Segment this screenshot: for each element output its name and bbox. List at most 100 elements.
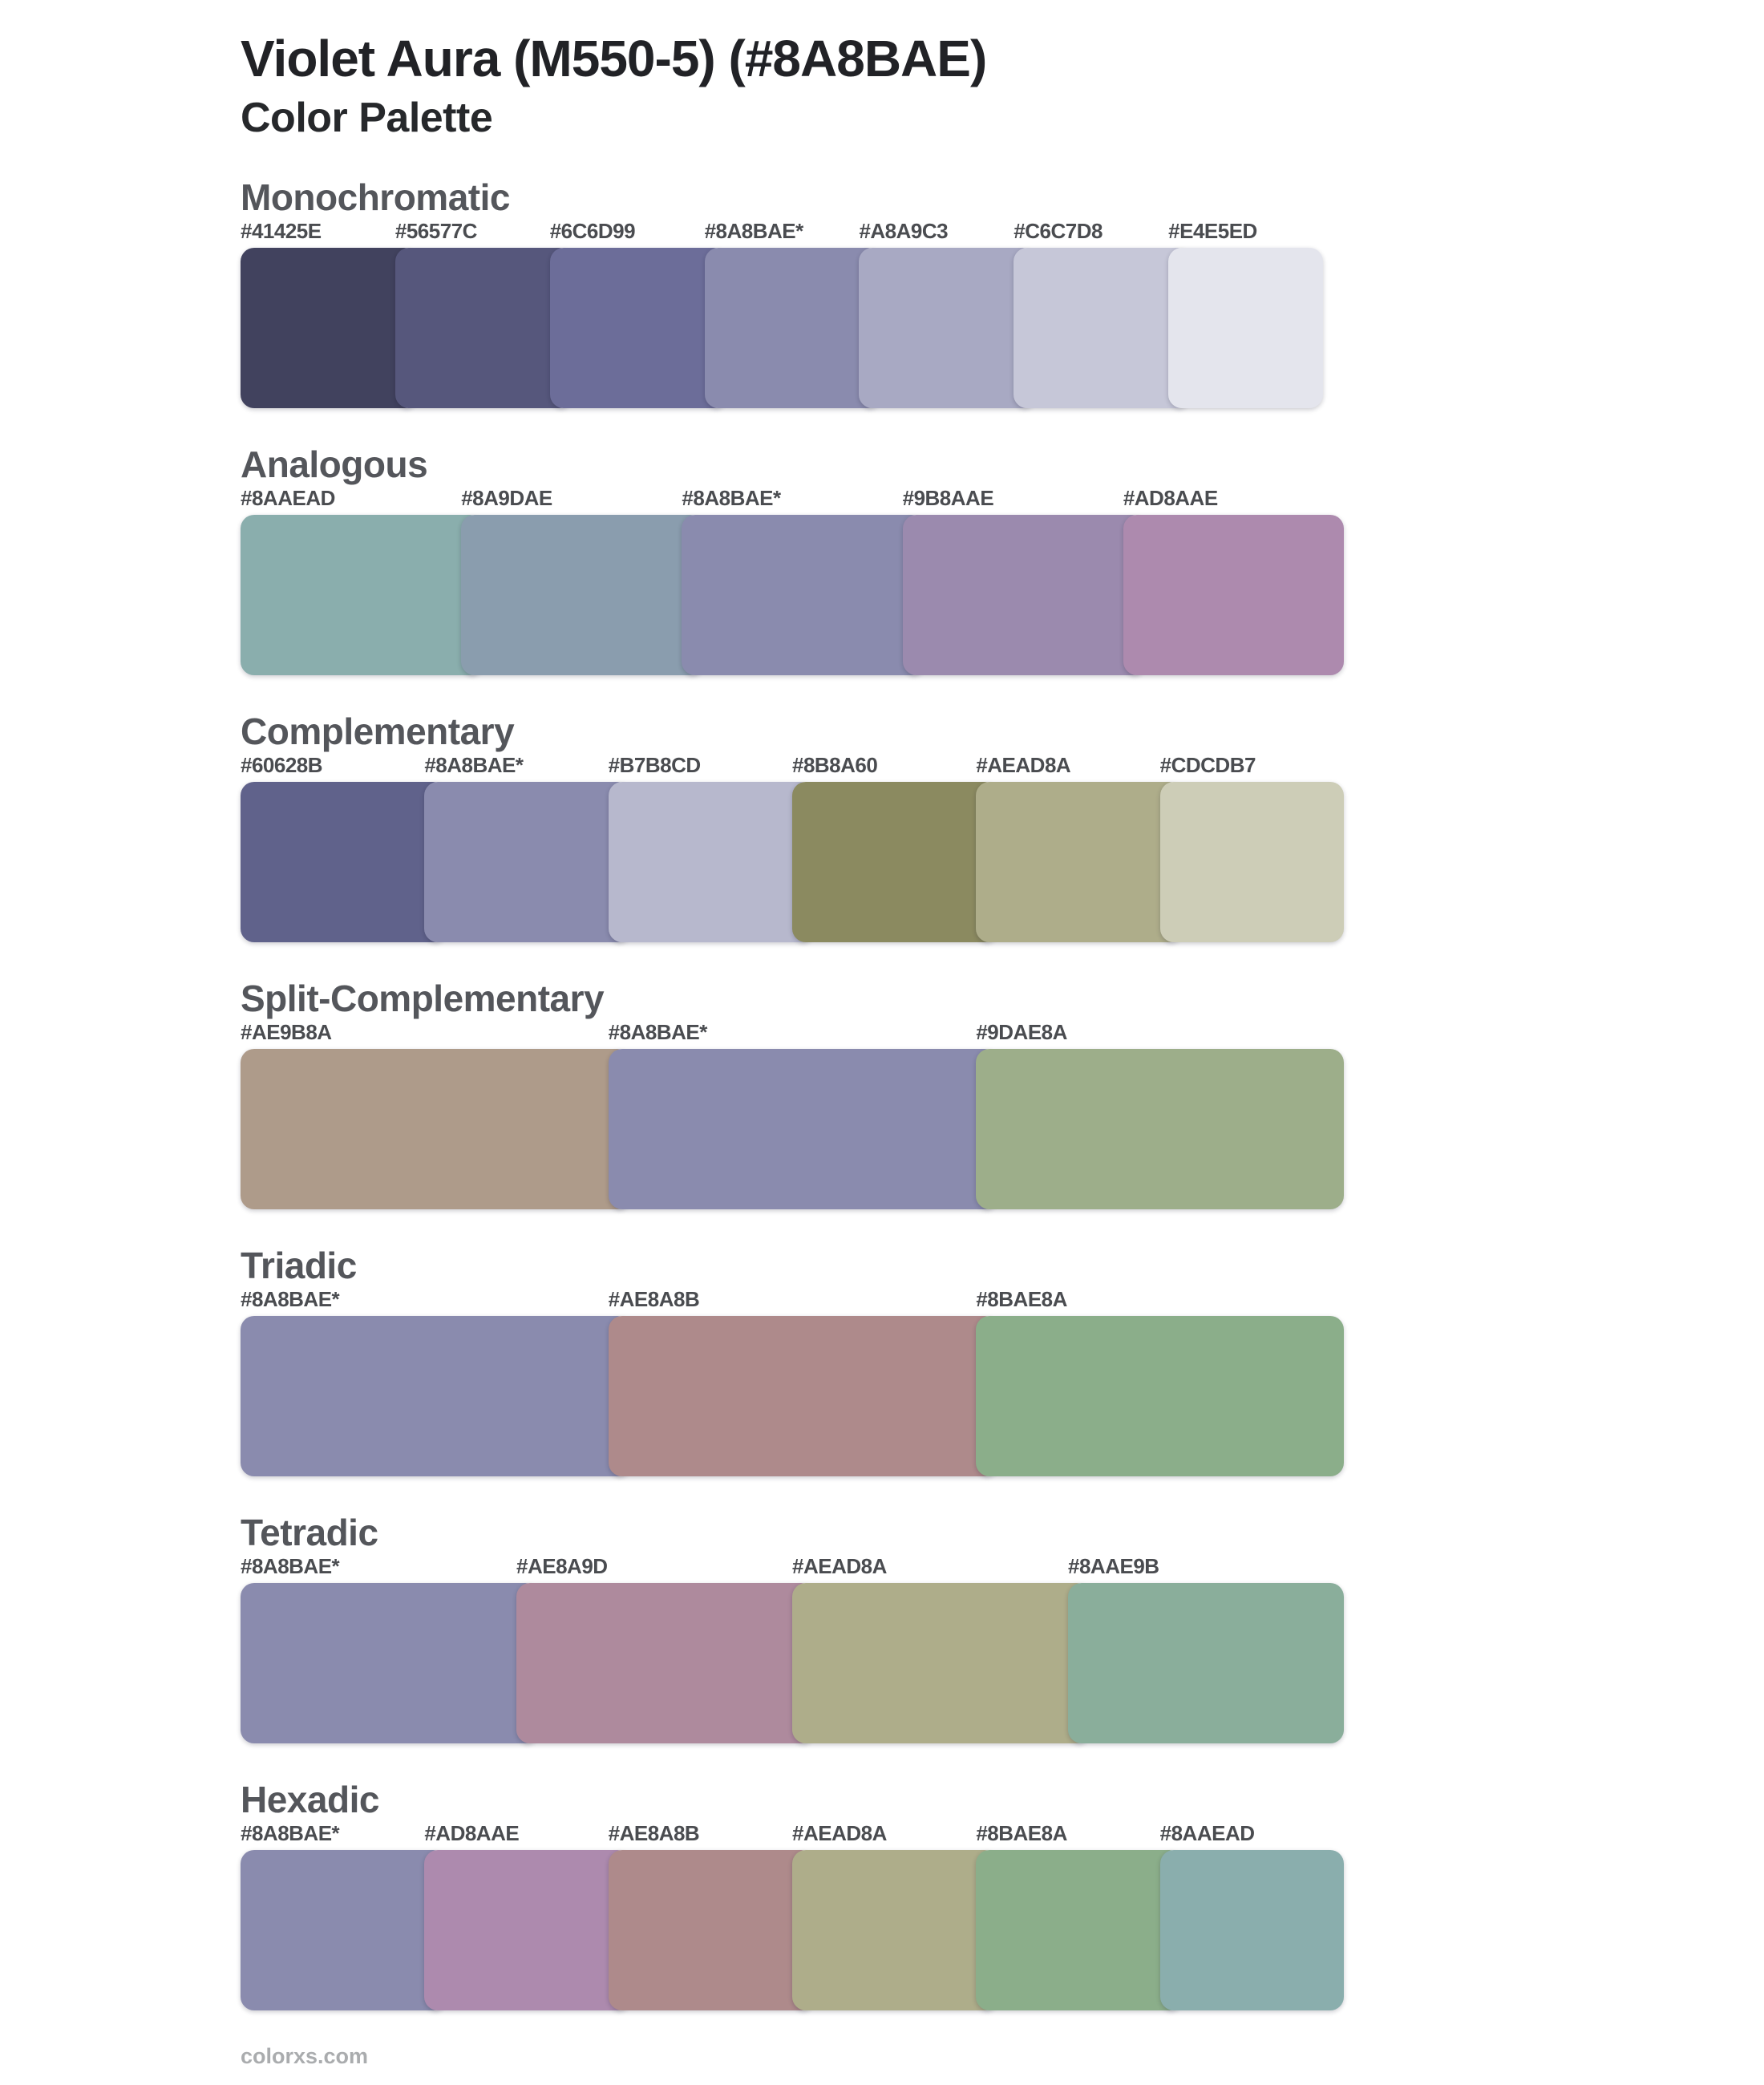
color-swatch[interactable]	[424, 782, 631, 942]
color-swatch[interactable]	[791, 1850, 999, 2010]
palette-section: Split-Complementary #AE9B8A #8A8BAE* #9DAE…	[241, 978, 1764, 1209]
swatch-row: #8A8BAE* #AE8A8B #8BAE8A	[241, 1287, 1345, 1476]
swatch-cell: #9DAE8A	[976, 1020, 1345, 1209]
hex-label: #8AAEAD	[241, 486, 335, 510]
color-swatch[interactable]	[976, 1316, 1345, 1476]
color-swatch[interactable]	[516, 1583, 815, 1743]
color-swatch[interactable]	[241, 1583, 539, 1743]
hex-label: #CDCDB7	[1159, 753, 1256, 777]
hex-label: #8A8BAE*	[608, 1020, 708, 1044]
page-title: Violet Aura (M550-5) (#8A8BAE)	[241, 30, 987, 87]
hex-label: #8A8BAE*	[424, 753, 524, 777]
color-swatch[interactable]	[682, 515, 925, 675]
hex-label: #6C6D99	[549, 219, 636, 243]
section-heading: Hexadic	[241, 1779, 379, 1820]
swatch-cell: #8A8BAE*	[682, 486, 925, 675]
hex-label: #8BAE8A	[976, 1287, 1067, 1311]
hex-label: #8A8BAE*	[682, 486, 781, 510]
swatch-cell: #AE8A8B	[608, 1287, 999, 1476]
color-swatch[interactable]	[976, 1850, 1183, 2010]
swatch-cell: #AEAD8A	[791, 1821, 999, 2010]
hex-label: #8A9DAE	[461, 486, 552, 510]
hex-label: #C6C7D8	[1013, 219, 1102, 243]
color-swatch[interactable]	[608, 1316, 999, 1476]
palette-section: Analogous #8AAEAD #8A9DAE #8A8BAE* #9B8AAE #…	[241, 444, 1764, 675]
swatch-cell: #8A8BAE*	[241, 1821, 447, 2010]
swatch-cell: #C6C7D8	[1013, 219, 1192, 408]
color-swatch[interactable]	[1168, 248, 1324, 408]
swatch-cell: #8AAEAD	[241, 486, 484, 675]
color-swatch[interactable]	[424, 1850, 631, 2010]
hex-label: #41425E	[241, 219, 322, 243]
palette-section: Complementary #60628B #8A8BAE* #B7B8CD #8B8…	[241, 711, 1764, 942]
swatch-cell: #8BAE8A	[976, 1287, 1345, 1476]
swatch-cell: #AD8AAE	[1123, 486, 1345, 675]
section-heading: Split-Complementary	[241, 978, 605, 1019]
section-heading: Complementary	[241, 711, 515, 752]
palette-section: Hexadic #8A8BAE* #AD8AAE #AE8A8B #AEAD8A #8B…	[241, 1779, 1764, 2010]
section-heading: Tetradic	[241, 1512, 378, 1553]
swatch-cell: #8AAEAD	[1159, 1821, 1344, 2010]
swatch-cell: #AEAD8A	[976, 753, 1183, 942]
color-swatch[interactable]	[549, 248, 727, 408]
footer-brand: colorxs.com	[241, 2044, 369, 2068]
color-swatch[interactable]	[792, 1583, 1090, 1743]
swatch-cell: #8A8BAE*	[241, 1554, 539, 1743]
color-swatch[interactable]	[1159, 1850, 1344, 2010]
hex-label: #AE9B8A	[241, 1020, 332, 1044]
swatch-cell: #8A8BAE*	[608, 1020, 999, 1209]
palette-section: Monochromatic #41425E #56577C #6C6D99 #8A8B…	[241, 177, 1764, 408]
hex-label: #8A8BAE*	[704, 219, 804, 243]
hex-label: #AEAD8A	[976, 753, 1071, 777]
swatch-cell: #AD8AAE	[424, 1821, 631, 2010]
color-swatch[interactable]	[241, 1850, 447, 2010]
section-heading: Monochromatic	[241, 176, 510, 218]
swatch-cell: #CDCDB7	[1159, 753, 1344, 942]
hex-label: #A8A9C3	[859, 219, 949, 243]
color-swatch[interactable]	[976, 1049, 1345, 1209]
color-swatch[interactable]	[608, 782, 815, 942]
section-heading: Analogous	[241, 443, 428, 485]
hex-label: #AD8AAE	[1123, 486, 1218, 510]
swatch-row: #AE9B8A #8A8BAE* #9DAE8A	[241, 1020, 1345, 1209]
color-swatch[interactable]	[608, 1049, 999, 1209]
color-swatch[interactable]	[394, 248, 572, 408]
color-swatch[interactable]	[241, 248, 418, 408]
swatch-cell: #56577C	[394, 219, 572, 408]
color-swatch[interactable]	[1013, 248, 1192, 408]
swatch-row: #8AAEAD #8A9DAE #8A8BAE* #9B8AAE #AD8AAE	[241, 486, 1345, 675]
palette-section: Triadic #8A8BAE* #AE8A8B #8BAE8A	[241, 1245, 1764, 1476]
swatch-cell: #B7B8CD	[608, 753, 815, 942]
color-swatch[interactable]	[241, 1316, 631, 1476]
page-subtitle: Color Palette	[241, 95, 493, 141]
color-swatch[interactable]	[1068, 1583, 1344, 1743]
hex-label: #9B8AAE	[902, 486, 994, 510]
hex-label: #9DAE8A	[976, 1020, 1067, 1044]
hex-label: #AEAD8A	[792, 1554, 887, 1578]
hex-label: #8AAE9B	[1068, 1554, 1159, 1578]
color-swatch[interactable]	[241, 1049, 631, 1209]
swatch-cell: #8BAE8A	[976, 1821, 1183, 2010]
swatch-cell: #AE8A8B	[608, 1821, 815, 2010]
color-swatch[interactable]	[791, 782, 999, 942]
hex-label: #56577C	[394, 219, 478, 243]
color-swatch[interactable]	[1159, 782, 1344, 942]
swatch-cell: #8B8A60	[791, 753, 999, 942]
color-swatch[interactable]	[976, 782, 1183, 942]
hex-label: #AE8A8B	[608, 1821, 700, 1845]
color-swatch[interactable]	[1123, 515, 1345, 675]
swatch-row: #8A8BAE* #AE8A9D #AEAD8A #8AAE9B	[241, 1554, 1344, 1743]
color-swatch[interactable]	[241, 782, 447, 942]
color-swatch[interactable]	[461, 515, 705, 675]
color-swatch[interactable]	[241, 515, 484, 675]
color-swatch[interactable]	[608, 1850, 815, 2010]
color-swatch[interactable]	[704, 248, 882, 408]
color-swatch[interactable]	[859, 248, 1037, 408]
swatch-cell: #8AAE9B	[1068, 1554, 1344, 1743]
swatch-cell: #6C6D99	[549, 219, 727, 408]
swatch-cell: #8A9DAE	[461, 486, 705, 675]
swatch-row: #41425E #56577C #6C6D99 #8A8BAE* #A8A9C3 #C6C…	[241, 219, 1324, 408]
palette-sections: Monochromatic #41425E #56577C #6C6D99 #8A8B…	[241, 177, 1764, 2010]
color-swatch[interactable]	[902, 515, 1146, 675]
